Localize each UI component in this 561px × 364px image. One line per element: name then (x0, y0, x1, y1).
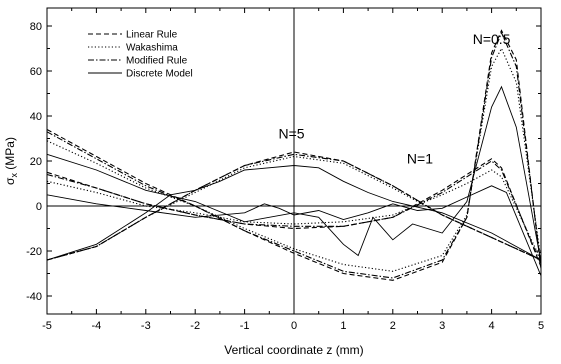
x-tick-label: 5 (538, 320, 544, 332)
y-axis-unit: (MPa) (3, 137, 17, 173)
legend: Linear Rule Wakashima Modified Rule Discret… (88, 30, 193, 80)
y-tick-label: 20 (30, 156, 42, 168)
series-line-n-1-solid (46, 185, 542, 276)
x-tick-label: 0 (291, 320, 297, 332)
lines-layer (46, 8, 542, 314)
annotation-label: N=5 (278, 126, 304, 142)
x-tick-label: -3 (141, 320, 151, 332)
x-axis-title: Vertical coordinate z (mm) (224, 343, 363, 357)
annotation-label: N=1 (407, 150, 433, 166)
y-tick-label: -20 (26, 246, 42, 258)
series-line-n-5-dashdot (46, 153, 542, 261)
x-tick-label: -5 (42, 320, 52, 332)
series-line-n-1-dotted (46, 169, 542, 261)
series-line-n-0-5-solid (46, 85, 542, 263)
y-axis-title: σx (MPa) (3, 137, 19, 185)
y-axis-subscript: x (9, 173, 19, 178)
x-tick-label: 4 (489, 320, 495, 332)
legend-label: Discrete Model (126, 69, 193, 80)
legend-label: Linear Rule (126, 30, 178, 41)
y-tick-label: 60 (30, 66, 42, 78)
y-tick-label: 0 (36, 201, 42, 213)
x-tick-label: 1 (340, 320, 346, 332)
y-axis-symbol: σ (3, 177, 17, 185)
legend-label: Modified Rule (126, 56, 188, 67)
series-line-n-0-5-dashed (46, 29, 542, 281)
x-tick-label: 2 (390, 320, 396, 332)
x-tick-label: -2 (190, 320, 200, 332)
series-line-n-1-dashed (46, 158, 542, 268)
legend-label: Wakashima (126, 43, 178, 54)
y-tick-label: 80 (30, 21, 42, 33)
x-tick-label: 3 (439, 320, 445, 332)
series-line-n-0-5-dashdot (46, 31, 542, 279)
x-tick-label: -4 (92, 320, 102, 332)
y-tick-label: 40 (30, 111, 42, 123)
series-line-n-5-solid (46, 165, 542, 261)
ticks-layer: -5 -4 -3 -2 -1 0 1 2 3 4 5 -40 -20 0 20 40 60 80 (26, 8, 544, 332)
y-tick-label: -40 (26, 291, 42, 303)
series-line-n-1-dashdot (46, 160, 542, 265)
annotations: N=0.5 N=5 N=1 (278, 31, 510, 166)
x-tick-label: -1 (240, 320, 250, 332)
annotation-label: N=0.5 (473, 31, 511, 47)
